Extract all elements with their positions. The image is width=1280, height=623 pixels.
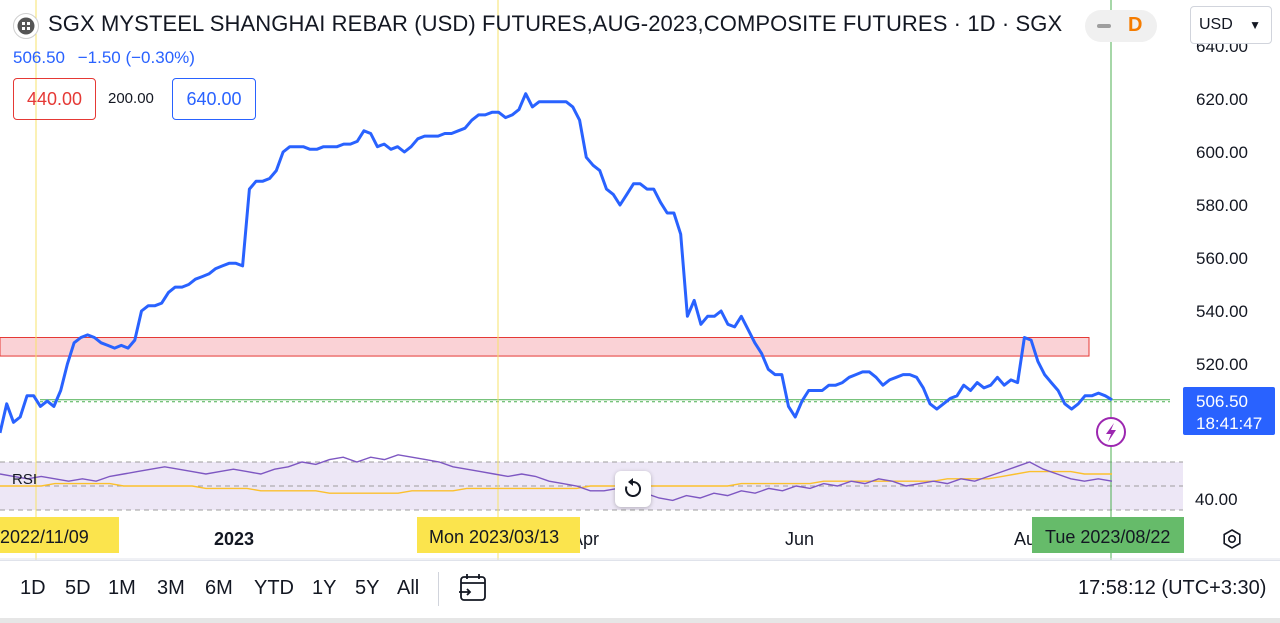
date-badge-label-3: Tue 2023/08/22 — [1045, 527, 1170, 547]
timeframe-6m[interactable]: 6M — [205, 577, 233, 599]
rsi-ma-line — [0, 470, 1112, 494]
lightning-icon — [1106, 423, 1116, 442]
y-tick-label: 540.00 — [1196, 302, 1248, 321]
mode-toggle[interactable]: D — [1085, 10, 1157, 42]
price-readout: 506.50 −1.50 (−0.30%) — [13, 48, 203, 68]
reset-zoom-button[interactable] — [615, 471, 651, 507]
range-width: 200.00 — [108, 90, 154, 107]
rsi-label: RSI — [12, 471, 37, 488]
minus-icon — [1097, 24, 1111, 28]
price-line[interactable] — [0, 92, 1113, 434]
calendar-range-icon[interactable] — [458, 572, 488, 604]
range-low-box[interactable]: 440.00 — [13, 78, 96, 120]
price-change: −1.50 (−0.30%) — [77, 48, 195, 67]
currency-select[interactable]: USD ▼ — [1190, 6, 1272, 44]
symbol-title: SGX MYSTEEL SHANGHAI REBAR (USD) FUTURES… — [48, 11, 1063, 36]
date-badge-2 — [417, 517, 580, 553]
timeframe-1m[interactable]: 1M — [108, 577, 136, 599]
range-high-box[interactable]: 640.00 — [172, 78, 256, 120]
y-tick-label: 520.00 — [1196, 355, 1248, 374]
rsi-tick: 40.00 — [1195, 490, 1238, 509]
settings-icon[interactable] — [1220, 527, 1244, 551]
chevron-down-icon: ▼ — [1249, 18, 1261, 32]
currency-value: USD — [1199, 16, 1233, 33]
timeframe-3m[interactable]: 3M — [157, 577, 185, 599]
last-price: 506.50 — [13, 48, 65, 67]
bottom-toolbar — [0, 560, 1280, 619]
x-label-2023: 2023 — [214, 529, 254, 549]
resistance-zone[interactable] — [0, 337, 1090, 357]
date-badge-3 — [1032, 517, 1184, 553]
rsi-line[interactable] — [0, 454, 1113, 502]
y-tick-label: 620.00 — [1196, 90, 1248, 109]
toolbar-divider — [438, 572, 439, 606]
timeframe-5y[interactable]: 5Y — [355, 577, 380, 599]
x-label-jun: Jun — [785, 529, 814, 549]
reset-zoom-icon — [625, 478, 642, 497]
timeframe-1y[interactable]: 1Y — [312, 577, 337, 599]
last-price-box — [1183, 387, 1275, 435]
price-chart[interactable]: RSI 40.00 520.00 540.00 560.00 580.00 600.00 62… — [0, 0, 1280, 560]
bottom-strip — [0, 618, 1280, 623]
mode-badge: D — [1128, 14, 1143, 36]
y-tick-label: 600.00 — [1196, 143, 1248, 162]
y-tick-label: 580.00 — [1196, 196, 1248, 215]
y-tick-label: 560.00 — [1196, 249, 1248, 268]
last-time-label: 18:41:47 — [1196, 414, 1262, 433]
timeframe-ytd[interactable]: YTD — [254, 577, 294, 599]
timeframe-1d[interactable]: 1D — [20, 577, 46, 599]
date-badge-label-2: Mon 2023/03/13 — [429, 527, 559, 547]
timeframe-5d[interactable]: 5D — [65, 577, 91, 599]
timeframe-all[interactable]: All — [397, 577, 420, 599]
date-badge-label-1: 2022/11/09 — [0, 527, 89, 547]
last-price-label: 506.50 — [1196, 392, 1248, 411]
symbol-logo-icon — [13, 13, 39, 39]
clock[interactable]: 17:58:12 (UTC+3:30) — [1078, 577, 1267, 599]
date-badge-1 — [0, 517, 119, 553]
